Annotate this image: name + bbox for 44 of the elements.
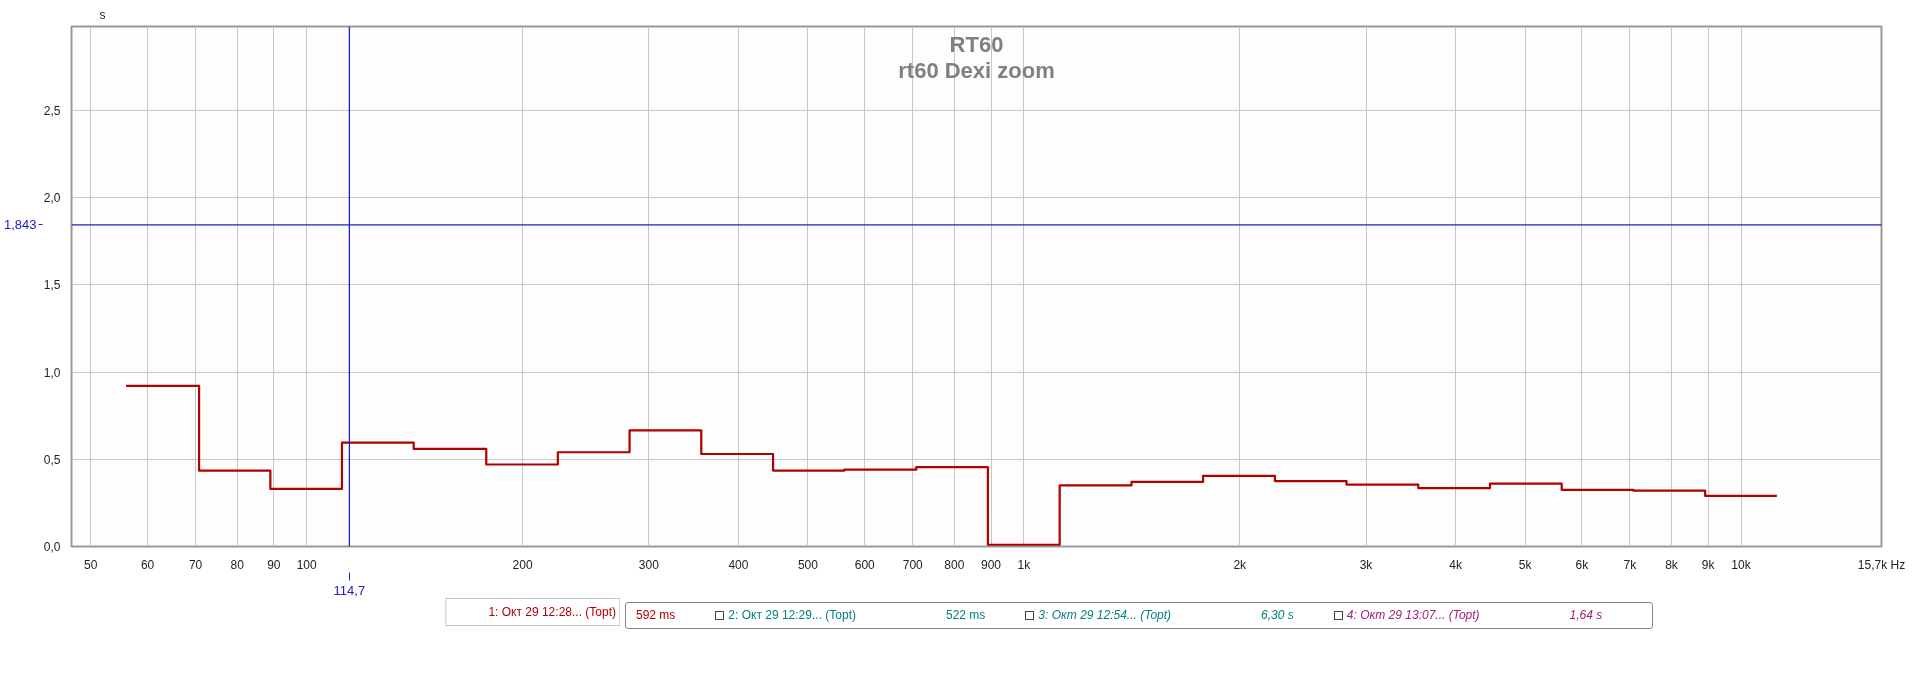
- x-tick-label: 7k: [1623, 557, 1638, 572]
- y-axis-title: s: [99, 7, 106, 22]
- x-tick-label: 2k: [1233, 557, 1248, 572]
- x-tick-label: 600: [854, 557, 876, 572]
- x-tick-label: 50: [84, 557, 98, 572]
- x-tick-label: 400: [728, 557, 749, 572]
- x-tick-label: 90: [267, 557, 281, 572]
- x-tick-label: 9k: [1701, 557, 1716, 572]
- x-tick-label: 60: [140, 557, 155, 572]
- y-tick-label: 0,0: [43, 540, 61, 554]
- y-tick-label: 1,0: [43, 365, 61, 380]
- y-tick-label: 0,5: [43, 452, 61, 467]
- text: rt60 Dexi zoom: [898, 57, 1055, 83]
- text: 4: Окт 29 13:07... (Topt): [1345, 608, 1480, 622]
- y-tick-label: 2,5: [43, 103, 61, 118]
- x-tick-label: 15,7k Hz: [1857, 557, 1906, 572]
- x-tick-label: 70: [188, 557, 203, 572]
- x-tick-label: 1k: [1017, 557, 1032, 572]
- x-tick-label: 700: [902, 557, 924, 572]
- chart-title: RT60: [949, 31, 1004, 57]
- ref-line-label: 1,843: [3, 217, 37, 233]
- x-tick-label: 5k: [1518, 557, 1533, 572]
- x-tick-label: 200: [512, 557, 533, 572]
- x-tick-label: 6k: [1575, 557, 1590, 572]
- y-tick-label: 1,5: [43, 278, 61, 293]
- ref-line-label: 114,7: [333, 582, 366, 598]
- y-tick-label: 2,0: [43, 191, 61, 206]
- x-tick-label: 900: [981, 557, 1002, 572]
- x-tick-label: 4k: [1449, 557, 1463, 572]
- x-tick-label: 10k: [1731, 557, 1752, 572]
- x-tick-label: 300: [638, 557, 660, 572]
- x-tick-label: 3k: [1359, 557, 1374, 572]
- text: 6,30 s: [1261, 608, 1294, 622]
- text: 3: Окт 29 12:54... (Topt): [1037, 608, 1172, 622]
- x-tick-label: 800: [944, 557, 965, 572]
- text: 1,64 s: [1569, 608, 1603, 622]
- text: 1: Окт 29 12:28... (Topt): [488, 605, 616, 619]
- x-tick-label: 500: [797, 557, 819, 572]
- x-tick-label: 8k: [1665, 557, 1679, 572]
- text: 592 ms: [636, 608, 676, 622]
- text: 2: Окт 29 12:29... (Topt): [727, 608, 856, 622]
- x-tick-label: 100: [296, 557, 317, 572]
- text: 522 ms: [945, 608, 986, 622]
- x-tick-label: 80: [230, 557, 245, 572]
